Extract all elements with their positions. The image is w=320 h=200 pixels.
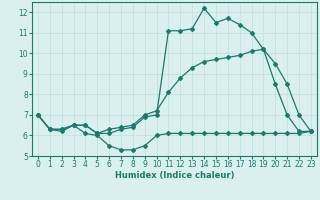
- X-axis label: Humidex (Indice chaleur): Humidex (Indice chaleur): [115, 171, 234, 180]
